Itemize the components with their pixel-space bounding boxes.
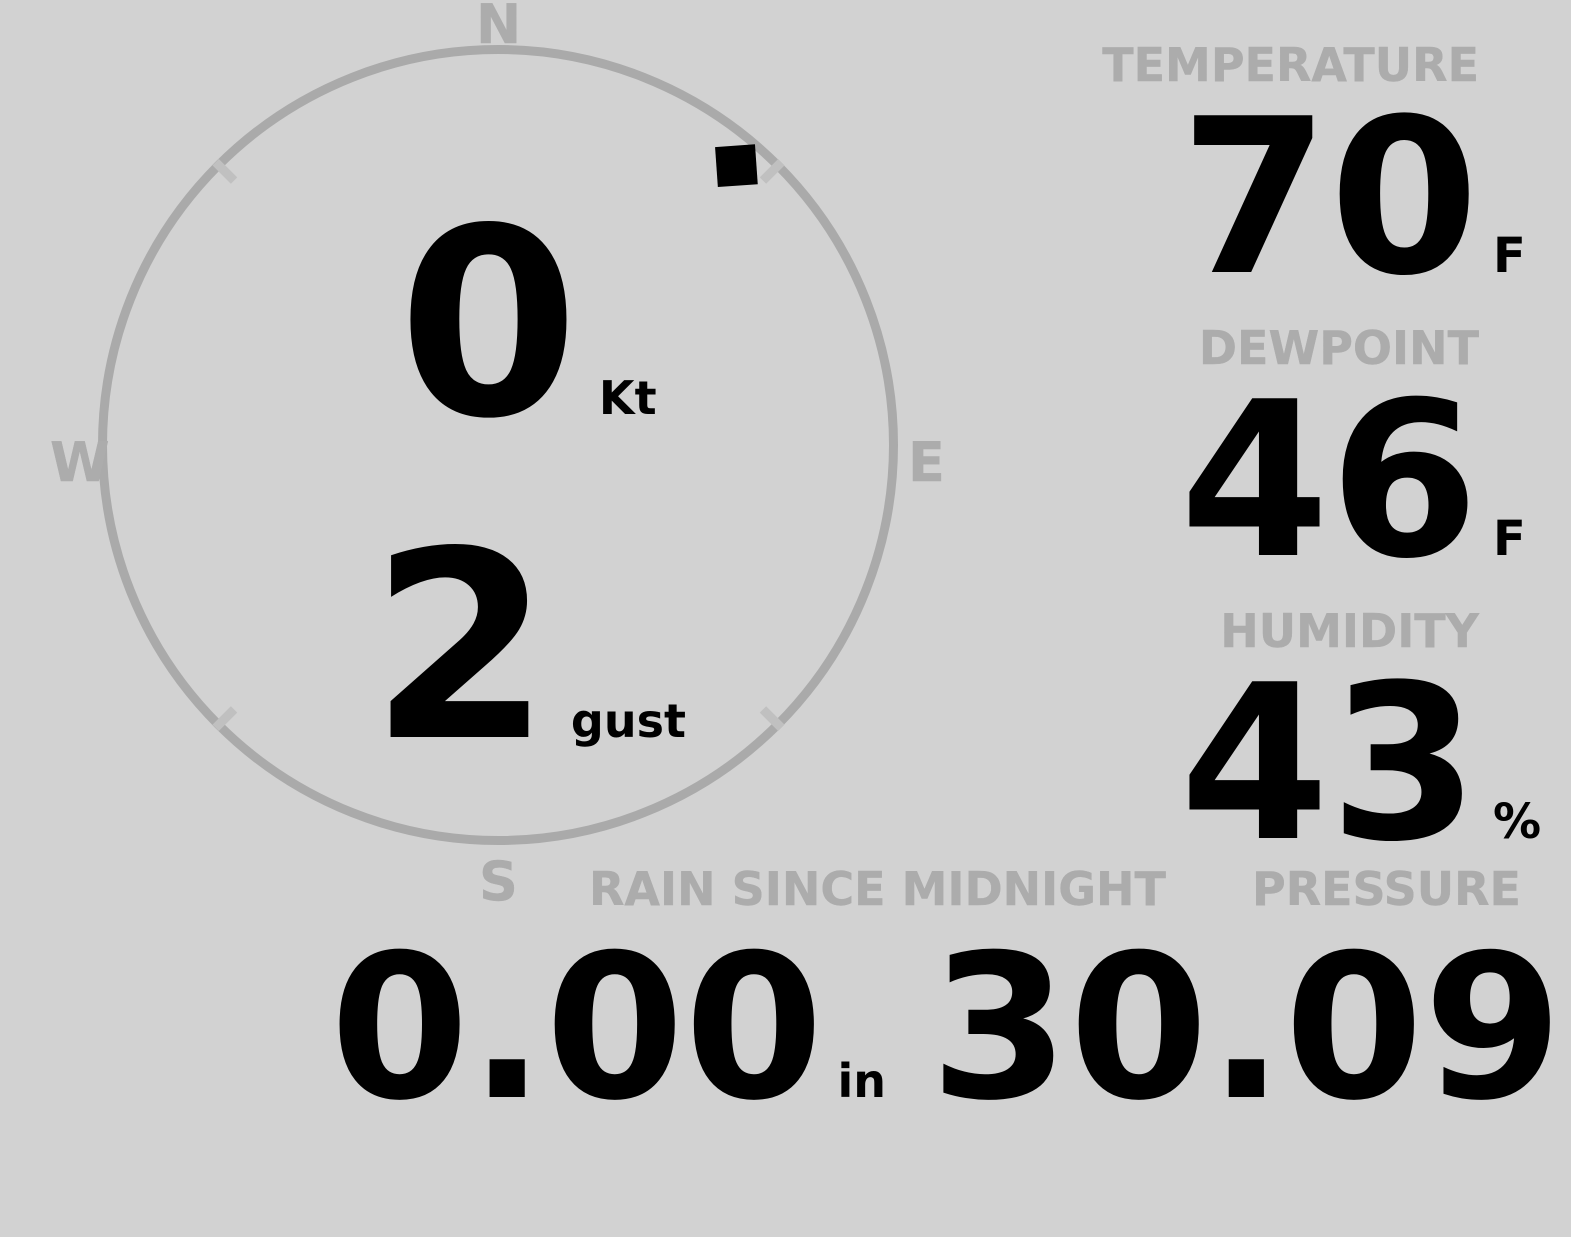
wind-gust-value: 2 <box>370 497 551 799</box>
compass-label-south: S <box>479 850 518 913</box>
humidity-block: HUMIDITY 43 % <box>1011 608 1571 871</box>
pressure-label: PRESSURE <box>1252 862 1521 916</box>
rain-value: 0.00 <box>330 912 824 1145</box>
rain-unit: in <box>837 1054 886 1108</box>
humidity-readout: 43 % <box>1011 656 1571 871</box>
rain-block: RAIN SINCE MIDNIGHT 0.00 in <box>330 866 1166 1129</box>
pressure-value: 30.09 <box>930 912 1563 1145</box>
wind-speed-readout: 0 Kt <box>398 195 657 455</box>
humidity-value: 43 <box>1179 638 1479 889</box>
dewpoint-readout: 46 F <box>1011 373 1571 588</box>
dewpoint-unit: F <box>1493 511 1526 567</box>
humidity-label: HUMIDITY <box>1220 604 1479 658</box>
wind-direction-diamond-icon <box>715 144 758 187</box>
dewpoint-block: DEWPOINT 46 F <box>1011 325 1571 588</box>
wind-speed-value: 0 <box>398 174 579 476</box>
compass-label-west: W <box>50 431 110 494</box>
rain-label: RAIN SINCE MIDNIGHT <box>589 862 1166 916</box>
temperature-readout: 70 F <box>1011 90 1571 305</box>
wind-gust-unit: gust <box>570 694 686 748</box>
temperature-unit: F <box>1493 228 1526 284</box>
humidity-unit: % <box>1493 794 1542 850</box>
compass-label-north: N <box>476 0 522 56</box>
dewpoint-value: 46 <box>1179 355 1479 606</box>
temperature-block: TEMPERATURE 70 F <box>1011 42 1571 305</box>
wind-speed-unit: Kt <box>598 371 657 425</box>
wind-compass-panel: N E S W 0 Kt 2 gust <box>0 0 1000 920</box>
temperature-value: 70 <box>1179 72 1479 323</box>
compass-label-east: E <box>908 431 945 494</box>
dewpoint-label: DEWPOINT <box>1198 321 1480 375</box>
pressure-block: PRESSURE 30.09 in <box>930 866 1571 1129</box>
rain-readout: 0.00 in <box>330 929 886 1129</box>
wind-gust-readout: 2 gust <box>370 518 686 778</box>
compass-dial <box>98 45 898 845</box>
pressure-readout: 30.09 in <box>930 929 1571 1129</box>
temperature-label: TEMPERATURE <box>1102 38 1479 92</box>
